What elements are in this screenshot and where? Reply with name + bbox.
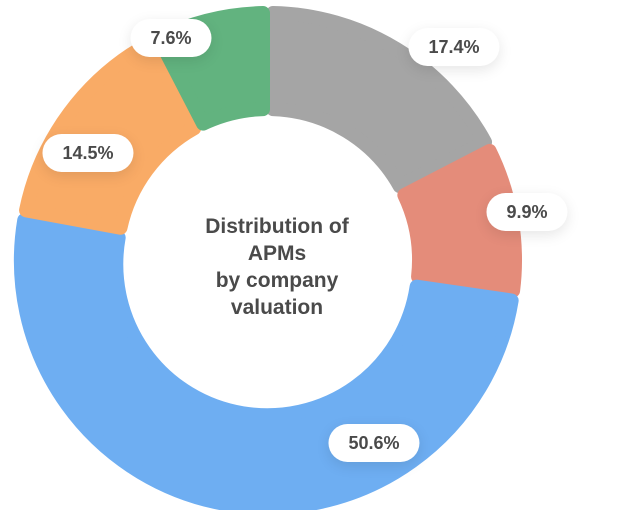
chart-title-line: by company — [215, 269, 339, 292]
donut-slice — [265, 6, 493, 194]
slice-label: 9.9% — [486, 193, 568, 231]
chart-title: Distribution of APMs by company valuatio… — [182, 213, 372, 321]
slice-label: 50.6% — [328, 424, 420, 462]
chart-title-line: valuation — [230, 296, 324, 319]
chart-title-line: APMs — [247, 242, 307, 265]
slice-label: 17.4% — [408, 28, 500, 66]
donut-slice — [397, 143, 522, 298]
slice-label: 7.6% — [130, 19, 212, 57]
chart-title-line: Distribution of — [205, 215, 349, 238]
slice-label: 14.5% — [42, 134, 134, 172]
